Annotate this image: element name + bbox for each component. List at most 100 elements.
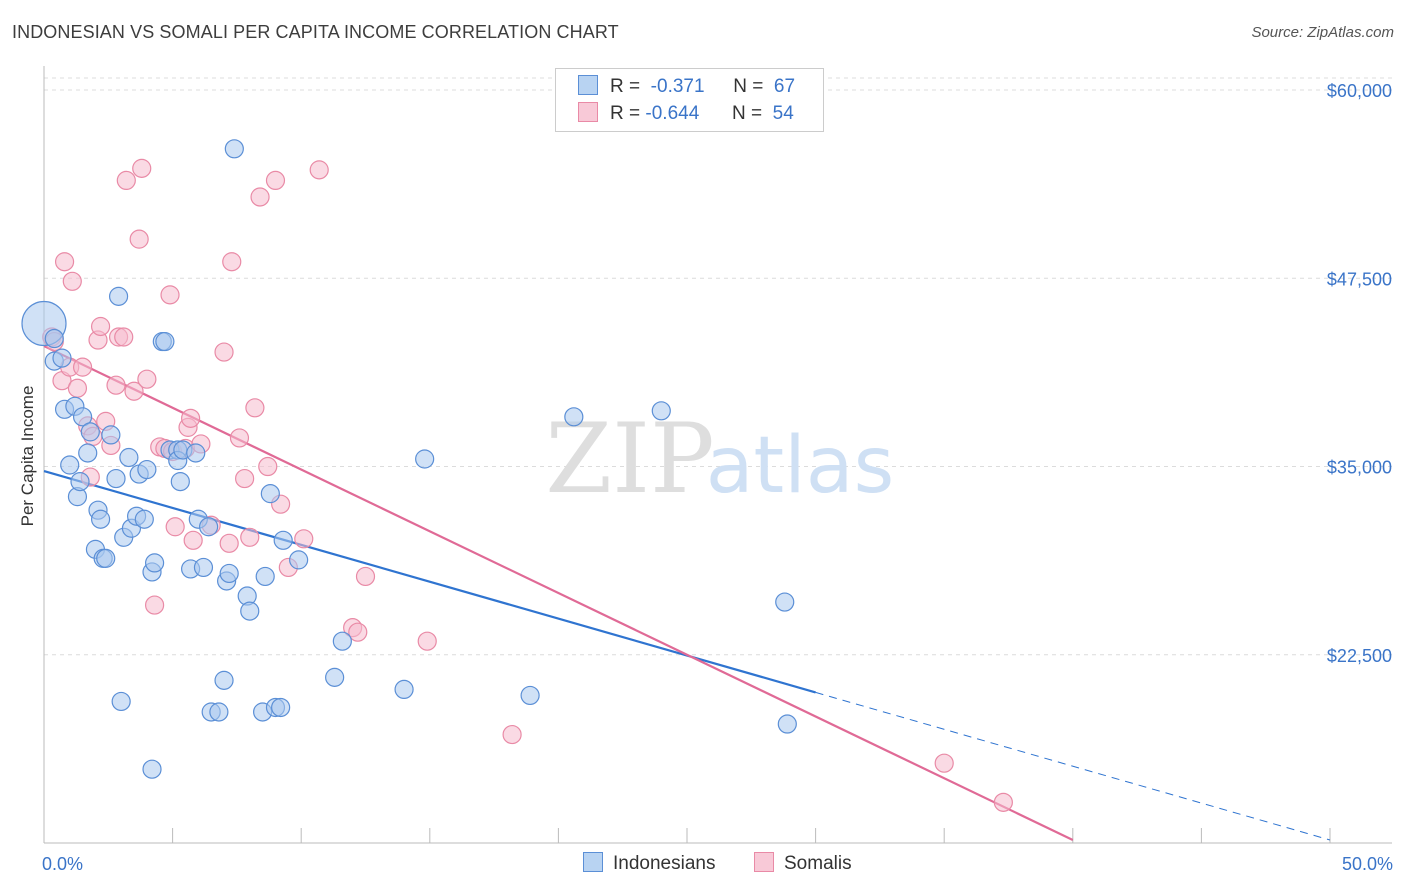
data-point — [170, 471, 190, 492]
data-point — [258, 456, 278, 477]
data-point — [96, 548, 116, 568]
data-point — [289, 550, 309, 570]
data-point — [214, 342, 234, 362]
data-point — [245, 398, 265, 418]
legend-r-label: R = — [610, 76, 641, 97]
data-point — [209, 702, 229, 722]
y-tick-label: $60,000 — [1327, 81, 1392, 101]
data-point — [137, 369, 157, 389]
legend-r-value: -0.644 — [645, 103, 700, 124]
legend-box: R = -0.371 N = 67 R = -0.644 N = 54 — [555, 68, 824, 132]
trend-lines — [43, 345, 1331, 841]
grid-lines — [44, 77, 1392, 656]
legend-swatch-pink — [578, 102, 598, 122]
data-point — [106, 375, 126, 395]
data-point — [80, 422, 100, 442]
data-point — [72, 407, 93, 427]
data-point — [52, 348, 72, 368]
data-point — [129, 229, 149, 249]
legend-r-value: -0.371 — [650, 76, 705, 97]
data-point — [294, 529, 314, 549]
data-point — [67, 378, 88, 398]
data-point — [214, 670, 234, 690]
data-point — [219, 533, 239, 553]
data-point — [265, 170, 286, 191]
legend-n-value: 67 — [773, 76, 796, 97]
bottom-legend-indonesians: Indonesians — [583, 852, 715, 875]
data-point — [273, 530, 293, 550]
y-tick-label: $47,500 — [1327, 269, 1392, 289]
data-point — [70, 471, 90, 492]
data-point — [332, 631, 352, 651]
data-point — [255, 566, 275, 587]
data-point — [134, 509, 154, 529]
bottom-legend-swatch-blue — [583, 852, 603, 872]
x-tick-label: 50.0% — [1342, 854, 1393, 874]
legend-row-indonesians: R = -0.371 N = 67 — [578, 75, 795, 101]
legend-n-label: N = — [731, 103, 763, 124]
data-point — [142, 759, 162, 779]
data-point — [240, 527, 260, 547]
indonesians-trend-extension — [815, 691, 1331, 841]
data-point — [250, 187, 270, 207]
data-point — [394, 679, 414, 700]
bottom-legend-swatch-pink — [754, 852, 774, 872]
data-point — [309, 160, 329, 180]
data-point — [219, 563, 239, 584]
data-point — [78, 443, 98, 463]
x-tick-labels: 0.0% 50.0% — [42, 854, 1393, 874]
x-tick-label: 0.0% — [42, 854, 83, 874]
indonesians-points — [21, 139, 797, 779]
data-point — [116, 170, 136, 191]
data-point — [165, 517, 185, 537]
data-point — [934, 753, 954, 773]
data-point — [229, 428, 250, 448]
legend-n-label: N = — [733, 76, 764, 97]
data-point — [235, 468, 255, 489]
data-point — [224, 139, 244, 159]
data-point — [415, 449, 435, 469]
data-point — [111, 691, 131, 712]
data-point — [564, 407, 584, 427]
data-point — [260, 484, 280, 504]
data-point — [183, 530, 203, 550]
data-point — [108, 286, 129, 306]
y-tick-label: $35,000 — [1327, 458, 1392, 478]
data-point — [114, 327, 134, 347]
data-point — [777, 714, 797, 734]
data-point — [60, 455, 80, 475]
y-tick-labels: $22,500 $35,000 $47,500 $60,000 — [1327, 81, 1392, 666]
data-point — [90, 316, 111, 337]
data-point — [222, 252, 242, 272]
data-point — [325, 667, 345, 687]
watermark: ZIP atlas — [545, 403, 894, 515]
data-point — [101, 425, 121, 445]
data-point — [502, 724, 522, 745]
somalis-points — [42, 158, 1013, 812]
data-point — [132, 158, 152, 178]
data-point — [72, 357, 93, 377]
data-point — [155, 331, 175, 352]
somalis-trend-line — [43, 345, 1074, 841]
data-point — [44, 328, 64, 349]
bottom-legend-label: Indonesians — [613, 853, 716, 874]
data-point — [193, 557, 214, 578]
legend-r-label: R = — [610, 103, 641, 124]
legend-n-value: 54 — [772, 103, 794, 124]
y-axis-label: Per Capita Income — [18, 386, 37, 527]
data-point — [144, 595, 165, 615]
legend-swatch-blue — [578, 75, 598, 95]
data-point — [651, 401, 671, 421]
data-point — [124, 381, 144, 401]
bottom-legend-somalis: Somalis — [754, 852, 852, 875]
data-point — [90, 509, 111, 529]
data-point — [106, 468, 126, 489]
bottom-legend-label: Somalis — [784, 853, 852, 874]
data-point — [240, 601, 260, 621]
legend-row-somalis: R = -0.644 N = 54 — [578, 102, 794, 128]
source-label: Source: ZipAtlas.com — [1251, 24, 1394, 41]
data-point — [137, 459, 157, 480]
data-point — [417, 631, 437, 651]
axes — [43, 66, 1392, 844]
data-point — [144, 553, 165, 573]
